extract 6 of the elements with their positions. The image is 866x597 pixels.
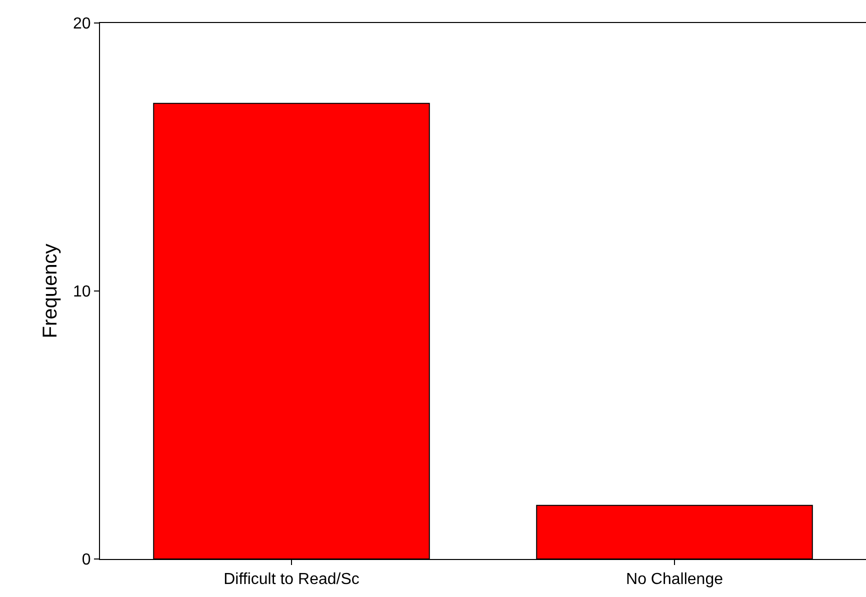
y-tick-label: 20: [73, 16, 91, 33]
x-tick-label: Difficult to Read/Sc: [224, 571, 360, 588]
y-axis-title: Frequency: [40, 244, 62, 338]
y-tick-label: 0: [82, 552, 91, 569]
y-tick-label: 10: [73, 284, 91, 301]
x-tick-label: No Challenge: [626, 571, 724, 588]
